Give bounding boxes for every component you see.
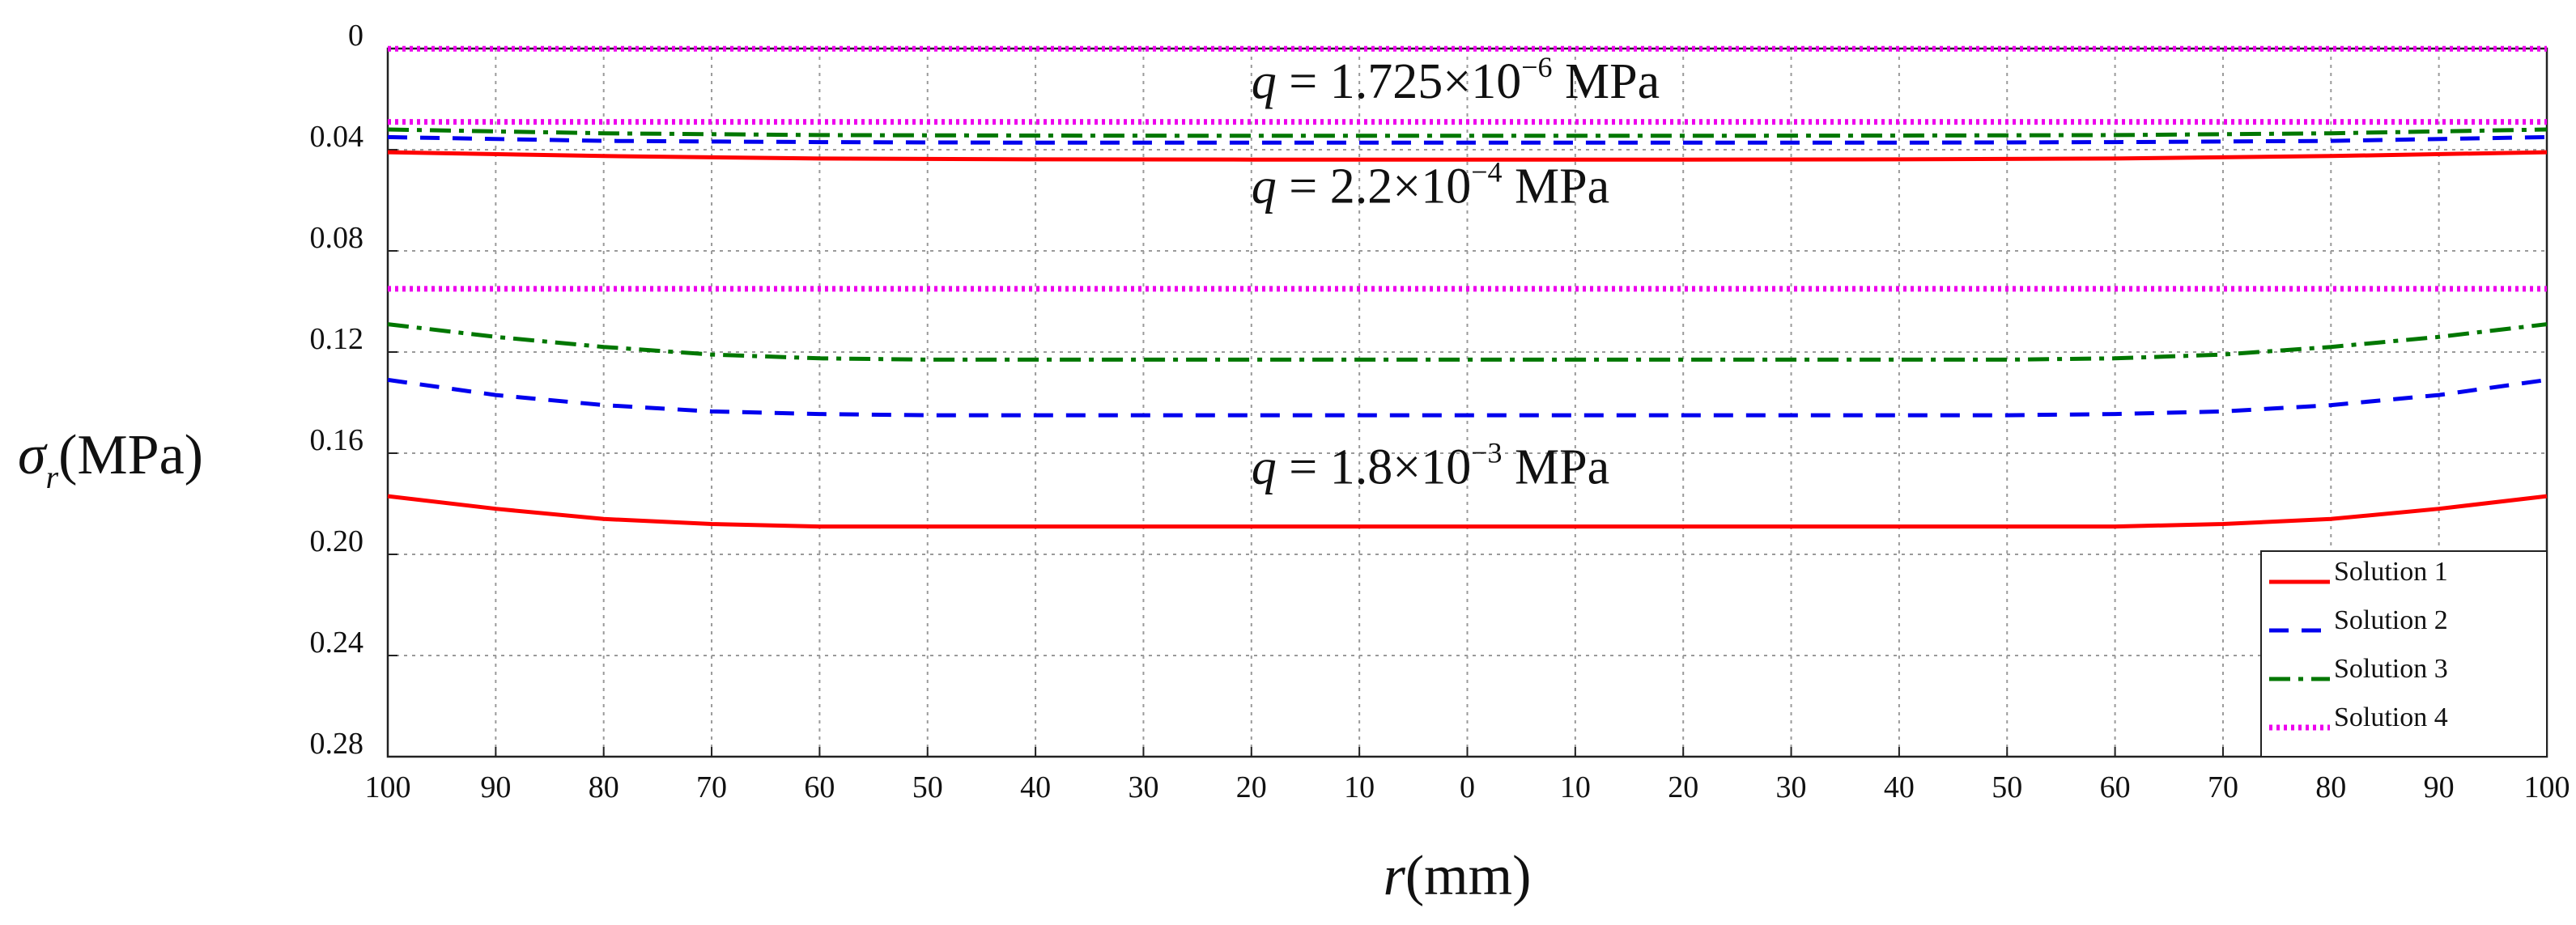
y-tick-label: 0.28	[310, 727, 364, 761]
y-tick-label: 0.20	[310, 524, 364, 558]
y-tick-label: 0.04	[310, 120, 364, 154]
x-tick-label: 20	[1236, 770, 1267, 804]
series-line-solution-2	[387, 134, 2548, 145]
x-tick-label: 100	[365, 770, 411, 804]
x-axis-var: r	[1384, 845, 1406, 907]
load-annotation: q = 2.2×10−4 MPa	[1252, 156, 1609, 214]
series-line-solution-3	[387, 127, 2548, 138]
x-tick-label: 70	[696, 770, 727, 804]
y-tick-label: 0.16	[310, 423, 364, 457]
x-axis-label: r(mm)	[1384, 845, 1532, 907]
x-tick-label: 70	[2208, 770, 2238, 804]
x-tick-label: 10	[1560, 770, 1591, 804]
series-line-solution-2	[387, 377, 2548, 418]
y-tick-label: 0.24	[310, 626, 364, 660]
series-line-solution-3	[387, 322, 2548, 362]
x-tick-label: 80	[2315, 770, 2346, 804]
x-tick-label: 30	[1128, 770, 1158, 804]
y-axis-var: σ	[18, 424, 48, 486]
x-tick-label: 30	[1776, 770, 1807, 804]
x-tick-label: 100	[2524, 770, 2570, 804]
legend-label: Solution 4	[2334, 702, 2448, 732]
x-axis-unit: (mm)	[1405, 845, 1532, 907]
x-tick-label: 10	[1344, 770, 1375, 804]
y-tick-label: 0.08	[310, 221, 364, 255]
x-tick-label: 60	[2100, 770, 2131, 804]
legend: Solution 1 Solution 2 Solution 3 Solution 4	[2260, 550, 2548, 757]
legend-label: Solution 2	[2334, 605, 2448, 635]
x-tick-label: 50	[912, 770, 943, 804]
x-tick-label: 0	[1460, 770, 1475, 804]
legend-box	[2260, 550, 2548, 757]
x-tick-label: 80	[589, 770, 619, 804]
y-axis-unit: (MPa)	[58, 424, 203, 486]
x-tick-label: 20	[1668, 770, 1698, 804]
x-tick-label: 50	[1992, 770, 2022, 804]
legend-label: Solution 1	[2334, 557, 2448, 587]
x-tick-label: 60	[804, 770, 835, 804]
series-lines	[387, 45, 2548, 529]
x-tick-label: 90	[480, 770, 511, 804]
x-axis: 100 90 80 70 60 50 40 30 20 10 0 10 20 30 40 50 60 70 80 90…	[365, 747, 2570, 804]
series-line-solution-1	[387, 494, 2548, 529]
series-line-solution-1	[387, 150, 2548, 162]
load-annotations: q = 1.725×10−6 MPa q = 2.2×10−4 MPa q = 1.…	[1252, 51, 1660, 495]
x-tick-label: 90	[2424, 770, 2455, 804]
y-axis-sub: r	[46, 459, 59, 495]
y-axis-label: σr(MPa)	[18, 424, 203, 495]
y-tick-label: 0	[348, 19, 363, 53]
legend-label: Solution 3	[2334, 654, 2448, 684]
load-annotation: q = 1.725×10−6 MPa	[1252, 51, 1660, 109]
x-tick-label: 40	[1020, 770, 1051, 804]
x-tick-label: 40	[1884, 770, 1915, 804]
load-annotation: q = 1.8×10−3 MPa	[1252, 437, 1609, 495]
y-axis: 0 0.04 0.08 0.12 0.16 0.20 0.24 0.28	[310, 19, 397, 761]
y-tick-label: 0.12	[310, 322, 364, 356]
